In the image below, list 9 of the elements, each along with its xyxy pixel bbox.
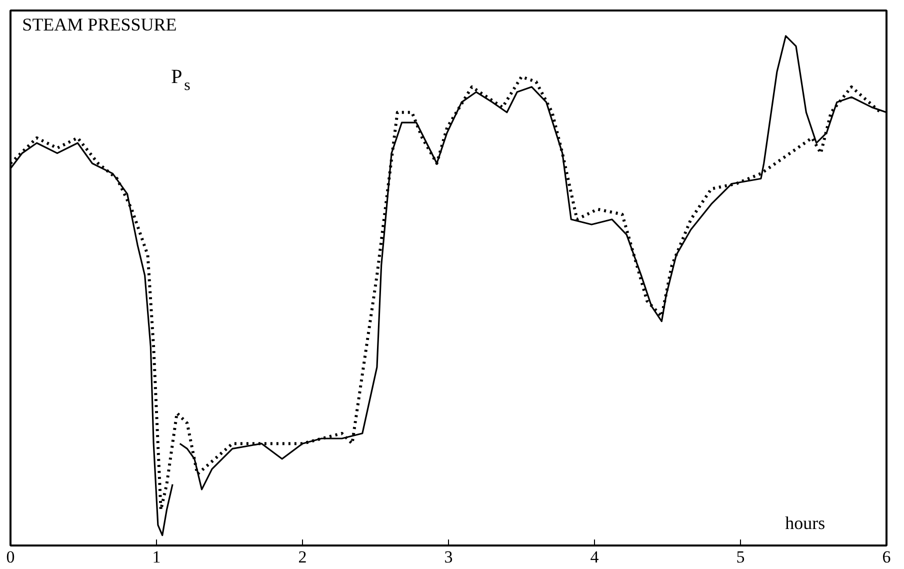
x-tick-label: 5	[736, 548, 745, 566]
chart-title: STEAM PRESSURE	[22, 14, 177, 35]
x-tick-label: 4	[590, 548, 600, 566]
x-tick-label: 3	[444, 548, 453, 566]
x-axis-title: hours	[785, 512, 826, 533]
x-tick-label: 6	[882, 548, 891, 566]
x-tick-label: 1	[152, 548, 161, 566]
x-tick-label: 2	[298, 548, 307, 566]
x-tick-label: 0	[6, 548, 15, 566]
